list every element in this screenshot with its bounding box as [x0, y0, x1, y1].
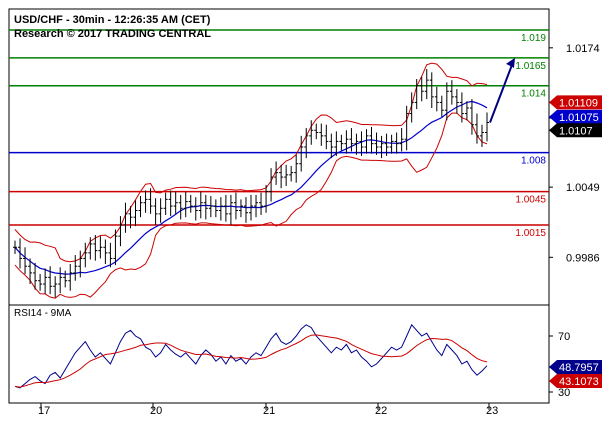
- time-tick-label: 17: [38, 405, 50, 417]
- tag-box-bollinger-upper: [549, 95, 602, 110]
- main-panel-frame: [8, 8, 550, 306]
- rsi-tag-box: [549, 360, 602, 374]
- rsi-line: [14, 323, 488, 389]
- arrow-shaft: [489, 64, 513, 123]
- time-tick-label: 20: [150, 405, 162, 417]
- tag-box-last-price: [549, 123, 602, 138]
- time-tick-label: 23: [486, 405, 498, 417]
- time-tick-label: 21: [263, 405, 275, 417]
- bollinger-upper-line: [14, 62, 488, 263]
- bollinger-lower-line: [14, 112, 488, 299]
- tag-label-moving-average: 1.01075: [559, 112, 599, 124]
- rsi-panel-title: RSI14 - 9MA: [14, 308, 72, 319]
- projection-arrow: [489, 57, 515, 123]
- price-tick-label: 0.9986: [566, 252, 600, 264]
- rsi-lines: [14, 323, 488, 389]
- rsi-panel-frame: [8, 304, 550, 404]
- candles: [13, 69, 489, 298]
- rsi-axis: 70 30 48.7957 43.1073: [549, 331, 602, 399]
- rsi-tick-label: 70: [558, 331, 570, 343]
- level-label-resistance: 1.014: [521, 89, 546, 100]
- tag-label-bollinger-upper: 1.01109: [559, 97, 598, 109]
- level-label-support: 1.0045: [515, 195, 546, 206]
- copyright-text: Research © 2017 TRADING CENTRAL: [14, 28, 211, 40]
- price-tick-label: 1.0049: [566, 182, 600, 194]
- rsi-tag-box: [549, 374, 602, 388]
- rsi-tag-label: 48.7957: [559, 362, 599, 374]
- chart-title: USD/CHF - 30min - 12:26:35 AM (CET): [14, 14, 211, 26]
- support-resistance-levels: 1.019 1.0165 1.014 1.008 1.0045 1.0015: [9, 29, 549, 239]
- rsi-tick-label: 30: [558, 387, 570, 399]
- level-label-resistance: 1.019: [521, 33, 546, 44]
- tag-label-last-price: 1.0107: [559, 125, 593, 137]
- level-label-resistance: 1.0165: [515, 61, 546, 72]
- level-label-support: 1.0015: [515, 228, 546, 239]
- rsi-tag-label: 43.1073: [559, 376, 599, 388]
- arrow-head: [506, 57, 515, 68]
- time-tick-label: 22: [375, 405, 387, 417]
- bollinger-bands: [14, 62, 488, 299]
- time-axis: 17 20 21 22 23: [38, 403, 498, 417]
- price-tick-label: 1.0174: [566, 43, 600, 55]
- level-label-pivot: 1.008: [521, 156, 546, 167]
- tag-box-moving-average: [549, 109, 602, 124]
- rsi-signal-line: [14, 334, 488, 388]
